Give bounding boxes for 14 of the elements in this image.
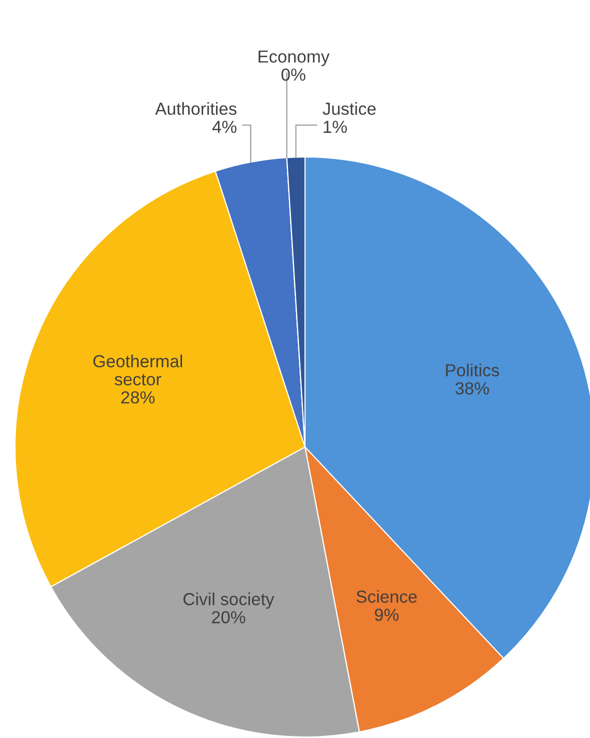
slice-label: Civil society bbox=[184, 592, 274, 609]
data-label: 28% bbox=[121, 391, 155, 404]
slice-label: Politics bbox=[446, 364, 500, 376]
data-label: 1% bbox=[324, 120, 347, 133]
data-label: 38% bbox=[455, 382, 489, 395]
data-label: 4% bbox=[212, 120, 236, 133]
slice-label: Geothermal sector bbox=[93, 354, 182, 386]
data-label: 20% bbox=[212, 611, 246, 624]
slice-label: Authorities bbox=[155, 102, 236, 115]
category-label: Economy bbox=[258, 50, 330, 66]
slice-label: Science bbox=[356, 590, 417, 603]
slice-label: Justice bbox=[322, 102, 376, 115]
data-label: 9% bbox=[374, 608, 399, 621]
text: 0% bbox=[282, 68, 306, 81]
